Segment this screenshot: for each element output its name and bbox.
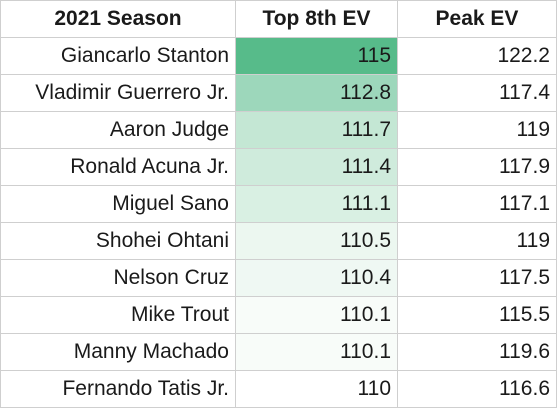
header-season[interactable]: 2021 Season — [0, 0, 236, 38]
peak-ev-cell[interactable]: 117.5 — [397, 259, 557, 297]
player-name-cell[interactable]: Miguel Sano — [0, 185, 236, 223]
table-row: Aaron Judge 111.7 119 — [0, 111, 557, 149]
top8-ev-cell[interactable]: 110.1 — [235, 296, 398, 334]
top8-ev-cell[interactable]: 115 — [235, 37, 398, 75]
top8-ev-cell[interactable]: 110.1 — [235, 333, 398, 371]
player-name-cell[interactable]: Ronald Acuna Jr. — [0, 148, 236, 186]
top8-ev-cell[interactable]: 111.7 — [235, 111, 398, 149]
top8-ev-cell[interactable]: 111.1 — [235, 185, 398, 223]
player-name-cell[interactable]: Giancarlo Stanton — [0, 37, 236, 75]
table-row: Shohei Ohtani 110.5 119 — [0, 222, 557, 260]
peak-ev-cell[interactable]: 119.6 — [397, 333, 557, 371]
header-row: 2021 Season Top 8th EV Peak EV — [0, 0, 557, 38]
player-name-cell[interactable]: Manny Machado — [0, 333, 236, 371]
top8-ev-cell[interactable]: 110 — [235, 370, 398, 408]
table-row: Miguel Sano 111.1 117.1 — [0, 185, 557, 223]
player-name-cell[interactable]: Mike Trout — [0, 296, 236, 334]
table-row: Nelson Cruz 110.4 117.5 — [0, 259, 557, 297]
peak-ev-cell[interactable]: 117.1 — [397, 185, 557, 223]
peak-ev-cell[interactable]: 116.6 — [397, 370, 557, 408]
header-peak-ev[interactable]: Peak EV — [397, 0, 557, 38]
table-row: Mike Trout 110.1 115.5 — [0, 296, 557, 334]
peak-ev-cell[interactable]: 122.2 — [397, 37, 557, 75]
table-row: Ronald Acuna Jr. 111.4 117.9 — [0, 148, 557, 186]
player-name-cell[interactable]: Aaron Judge — [0, 111, 236, 149]
player-name-cell[interactable]: Vladimir Guerrero Jr. — [0, 74, 236, 112]
table-row: Fernando Tatis Jr. 110 116.6 — [0, 370, 557, 408]
top8-ev-cell[interactable]: 110.4 — [235, 259, 398, 297]
peak-ev-cell[interactable]: 117.9 — [397, 148, 557, 186]
top8-ev-cell[interactable]: 112.8 — [235, 74, 398, 112]
player-name-cell[interactable]: Shohei Ohtani — [0, 222, 236, 260]
top8-ev-cell[interactable]: 110.5 — [235, 222, 398, 260]
peak-ev-cell[interactable]: 119 — [397, 111, 557, 149]
top8-ev-cell[interactable]: 111.4 — [235, 148, 398, 186]
peak-ev-cell[interactable]: 119 — [397, 222, 557, 260]
player-name-cell[interactable]: Fernando Tatis Jr. — [0, 370, 236, 408]
table-row: Giancarlo Stanton 115 122.2 — [0, 37, 557, 75]
table-row: Manny Machado 110.1 119.6 — [0, 333, 557, 371]
peak-ev-cell[interactable]: 117.4 — [397, 74, 557, 112]
table-row: Vladimir Guerrero Jr. 112.8 117.4 — [0, 74, 557, 112]
peak-ev-cell[interactable]: 115.5 — [397, 296, 557, 334]
player-name-cell[interactable]: Nelson Cruz — [0, 259, 236, 297]
header-top8-ev[interactable]: Top 8th EV — [235, 0, 398, 38]
